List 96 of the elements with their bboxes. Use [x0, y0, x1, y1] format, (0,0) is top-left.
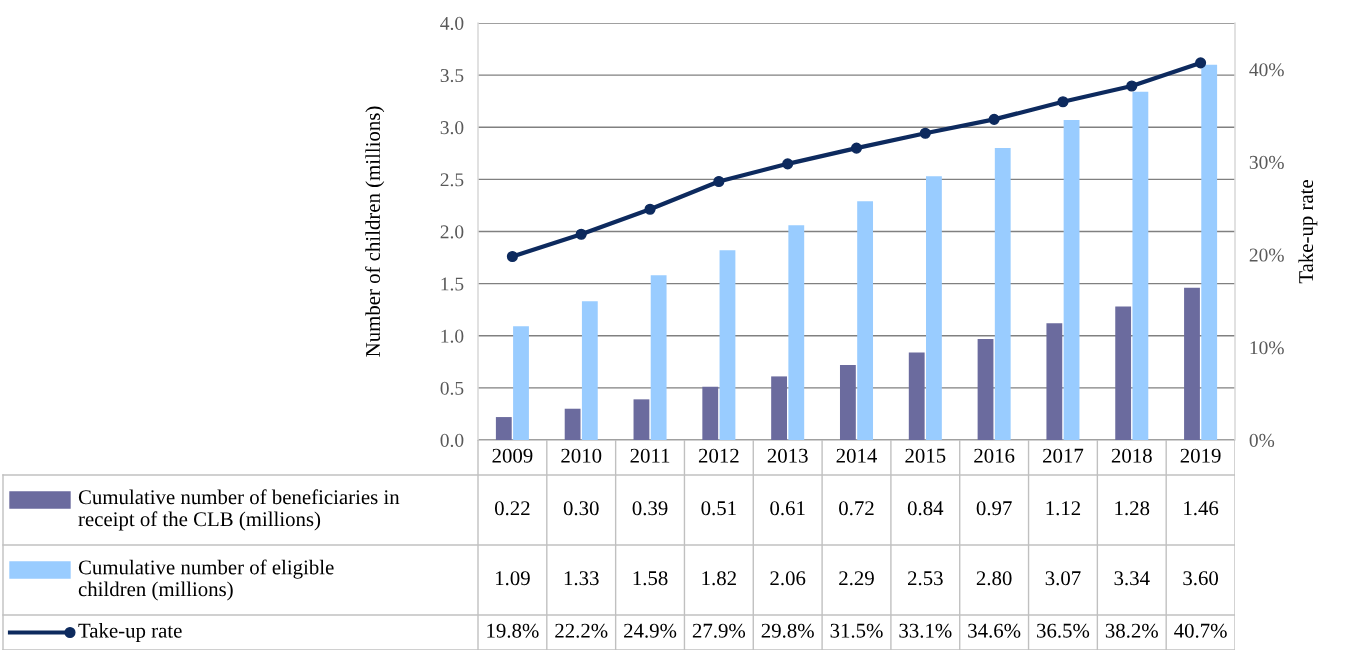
y2-tick-label: 10% [1250, 341, 1284, 355]
data-label: 0.30 [563, 501, 599, 516]
x-tick-label: 2019 [1180, 448, 1221, 463]
data-label: 1.33 [564, 571, 599, 586]
bar [1046, 323, 1063, 440]
data-label: 2.06 [770, 571, 806, 586]
bar [839, 364, 856, 440]
bar [1184, 287, 1200, 440]
data-label: 27.9% [692, 623, 746, 638]
x-tick-label: 2011 [630, 448, 670, 463]
x-tick-label: 2013 [767, 448, 808, 463]
y2-axis-title: Take-up rate [1298, 180, 1318, 284]
data-label: 0.51 [701, 501, 736, 516]
x-tick-label: 2015 [905, 448, 946, 463]
point [782, 158, 794, 170]
bar [581, 301, 598, 440]
data-label: 2.80 [976, 571, 1012, 586]
data-label: 29.8% [761, 623, 814, 638]
bar [564, 408, 581, 440]
x-tick-label: 2017 [1043, 448, 1084, 463]
bar [788, 225, 805, 440]
y2-tick-label: 20% [1249, 248, 1284, 262]
data-label: 1.82 [702, 571, 736, 586]
data-label: 0.97 [976, 501, 1012, 516]
bar [771, 376, 787, 440]
data-label: 22.2% [555, 623, 608, 638]
data-label: 2.29 [839, 571, 874, 586]
data-label: 1.46 [1184, 501, 1219, 516]
legend-label: Cumulative number of eligible children (millions) [78, 559, 334, 601]
y-tick-label: 3.0 [440, 121, 464, 135]
bar [633, 399, 650, 440]
y-tick-label: 2.0 [440, 225, 464, 239]
bar [719, 250, 736, 440]
bar [495, 417, 512, 440]
data-label: 36.5% [1037, 623, 1090, 638]
point [988, 113, 1000, 125]
bar [994, 148, 1011, 440]
point [575, 228, 587, 240]
y-tick-label: 1.5 [441, 277, 464, 291]
bar [857, 201, 874, 440]
y2-tick-label: 30% [1249, 155, 1284, 169]
point [713, 175, 725, 188]
data-label: 2.53 [908, 571, 943, 586]
bar [908, 352, 925, 440]
point [1126, 80, 1138, 92]
y-tick-label: 0.0 [440, 433, 464, 448]
data-label: 33.1% [899, 623, 952, 638]
data-label: 0.22 [494, 501, 530, 516]
x-tick-label: 2014 [836, 448, 878, 463]
data-label: 1.12 [1046, 501, 1081, 516]
data-label: 3.34 [1114, 571, 1150, 586]
data-label: 1.09 [496, 571, 530, 586]
bar [1115, 306, 1132, 440]
point [644, 203, 656, 215]
data-label: 1.58 [633, 571, 668, 586]
y2-tick-label: 0% [1249, 433, 1275, 447]
y-tick-label: 0.5 [440, 381, 464, 395]
bar [650, 275, 667, 440]
legend-label: Cumulative number of beneficiaries in receipt of the CLB (millions) [78, 489, 400, 531]
bar [926, 176, 942, 440]
y-tick-label: 3.5 [440, 69, 464, 83]
x-tick-label: 2018 [1111, 448, 1152, 463]
point [506, 250, 518, 263]
bar [1132, 91, 1149, 440]
y-tick-label: 1.0 [441, 329, 464, 343]
bar [977, 338, 994, 440]
bar [1063, 119, 1080, 440]
data-label: 31.5% [830, 623, 883, 638]
bar [702, 386, 719, 440]
point [919, 127, 931, 139]
y2-tick-label: 40% [1249, 63, 1284, 77]
data-label: 1.28 [1115, 501, 1150, 516]
x-tick-label: 2012 [698, 448, 739, 463]
data-label: 40.7% [1174, 623, 1227, 638]
point [1195, 57, 1207, 69]
x-tick-label: 2010 [561, 448, 602, 463]
data-label: 3.07 [1045, 571, 1081, 586]
y-tick-label: 4.0 [440, 16, 464, 31]
data-label: 0.39 [632, 501, 668, 516]
point [1057, 96, 1069, 108]
x-tick-label: 2009 [492, 448, 533, 463]
y-tick-label: 2.5 [440, 173, 464, 187]
x-tick-label: 2016 [974, 448, 1015, 463]
data-label: 38.2% [1105, 623, 1158, 638]
bar [1201, 64, 1218, 440]
bar [513, 326, 529, 440]
data-label: 0.61 [770, 501, 805, 516]
data-label: 19.8% [487, 623, 539, 638]
data-label: 34.6% [968, 623, 1021, 638]
legend-label: Take-up rate [78, 623, 182, 642]
data-label: 0.72 [839, 501, 874, 516]
data-label: 0.84 [907, 501, 944, 516]
y-axis-title: Number of children (millions) [365, 106, 385, 357]
data-label: 3.60 [1183, 571, 1219, 586]
point [850, 142, 863, 154]
data-label: 24.9% [624, 623, 677, 638]
